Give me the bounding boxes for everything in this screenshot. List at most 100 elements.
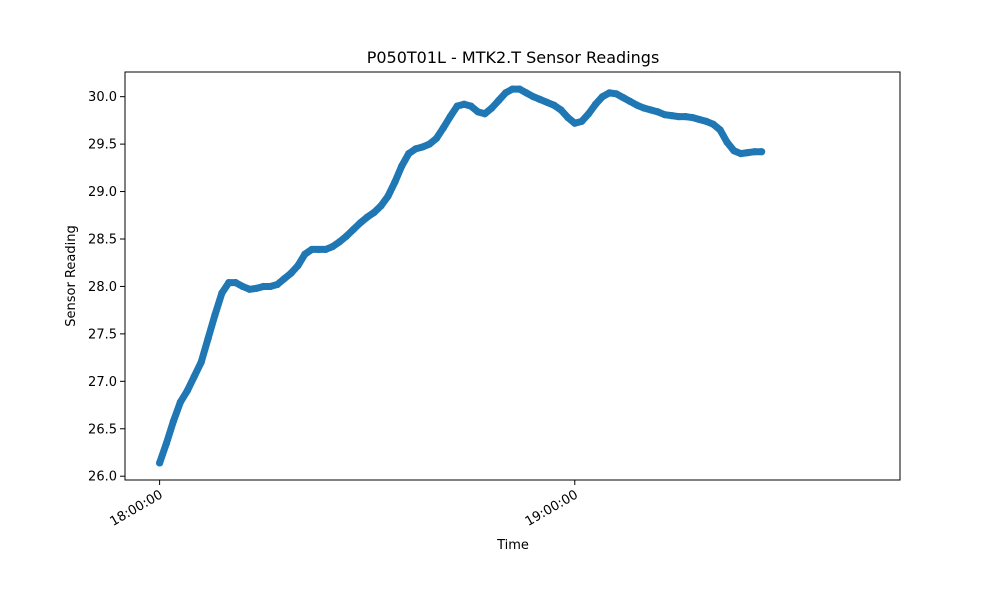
data-point: [730, 147, 738, 155]
data-point: [356, 219, 364, 227]
data-point: [474, 108, 482, 116]
y-tick-label: 30.0: [88, 90, 117, 105]
data-point: [335, 238, 344, 246]
chart-title: P050T01L - MTK2.T Sensor Readings: [367, 48, 660, 67]
data-point: [674, 113, 683, 121]
series-line: [156, 85, 766, 467]
data-point: [633, 101, 641, 109]
data-point: [405, 150, 413, 158]
data-point: [418, 143, 427, 151]
data-point: [398, 162, 406, 170]
data-point: [550, 101, 558, 109]
data-point: [737, 150, 745, 158]
data-point: [557, 106, 565, 114]
y-tick-label: 29.5: [88, 138, 117, 153]
data-point: [328, 242, 337, 251]
data-point: [751, 148, 759, 156]
data-point: [412, 145, 420, 153]
data-point: [259, 282, 267, 291]
data-point: [681, 113, 690, 121]
data-point: [543, 98, 551, 106]
data-point: [744, 149, 752, 157]
data-point: [384, 192, 392, 200]
data-point: [481, 110, 489, 118]
y-tick-label: 27.5: [88, 327, 117, 342]
y-tick-label: 28.5: [88, 232, 117, 247]
data-point: [585, 110, 593, 118]
data-point: [460, 100, 468, 108]
data-point: [218, 289, 226, 297]
data-point: [522, 89, 530, 97]
data-point: [619, 94, 627, 102]
data-point: [432, 134, 440, 143]
data-point: [342, 232, 351, 240]
y-tick-label: 28.0: [88, 280, 117, 295]
data-point: [370, 208, 378, 217]
data-point: [211, 311, 219, 319]
data-point: [169, 417, 178, 425]
data-point: [709, 120, 717, 128]
x-axis-label: Time: [496, 538, 529, 553]
data-point: [294, 261, 302, 270]
y-tick-label: 26.0: [88, 470, 117, 485]
data-point: [536, 95, 544, 104]
data-point: [695, 115, 703, 124]
data-point: [162, 439, 171, 447]
data-point: [301, 250, 309, 258]
data-point: [349, 225, 357, 234]
data-point: [578, 117, 586, 125]
data-point: [245, 285, 254, 293]
data-point: [515, 85, 524, 93]
data-point: [626, 97, 634, 106]
x-axis: 18:00:00 19:00:00: [108, 480, 581, 530]
series-layer: [156, 85, 766, 467]
data-point: [280, 275, 288, 283]
data-point: [190, 372, 198, 381]
data-point: [308, 245, 316, 254]
data-point: [453, 102, 461, 110]
data-point: [156, 459, 164, 467]
data-point: [640, 104, 648, 112]
data-point: [467, 102, 475, 110]
plot-area: [124, 71, 901, 481]
data-point: [273, 280, 281, 289]
data-point: [605, 89, 613, 97]
data-point: [702, 117, 710, 125]
data-point: [315, 245, 323, 254]
data-point: [688, 113, 697, 122]
data-point: [612, 90, 620, 98]
data-point: [508, 85, 517, 93]
data-point: [571, 119, 579, 127]
data-point: [232, 279, 240, 287]
data-point: [647, 106, 655, 114]
data-point: [183, 387, 191, 395]
data-point: [591, 100, 600, 108]
y-tick-label: 27.0: [88, 375, 117, 390]
x-tick-label: 18:00:00: [108, 487, 166, 529]
data-point: [391, 178, 399, 186]
data-point: [661, 111, 669, 119]
data-point: [322, 245, 330, 254]
data-point: [668, 112, 676, 120]
data-point: [723, 138, 731, 146]
data-point: [598, 93, 607, 101]
data-point: [176, 398, 184, 406]
data-point: [716, 126, 724, 134]
data-point: [446, 113, 454, 121]
x-tick-label: 19:00:00: [523, 487, 581, 529]
y-tick-label: 26.5: [88, 422, 117, 437]
data-point: [204, 335, 212, 343]
data-point: [439, 124, 447, 132]
data-point: [758, 148, 766, 156]
data-point: [363, 213, 371, 221]
y-tick-label: 29.0: [88, 185, 117, 200]
data-point: [197, 358, 205, 366]
data-point: [377, 202, 385, 210]
y-axis-label: Sensor Reading: [64, 225, 79, 326]
data-point: [488, 104, 496, 112]
data-point: [287, 269, 295, 277]
data-point: [654, 108, 662, 116]
data-point: [239, 282, 247, 291]
data-point: [252, 284, 261, 292]
data-point: [425, 140, 434, 148]
